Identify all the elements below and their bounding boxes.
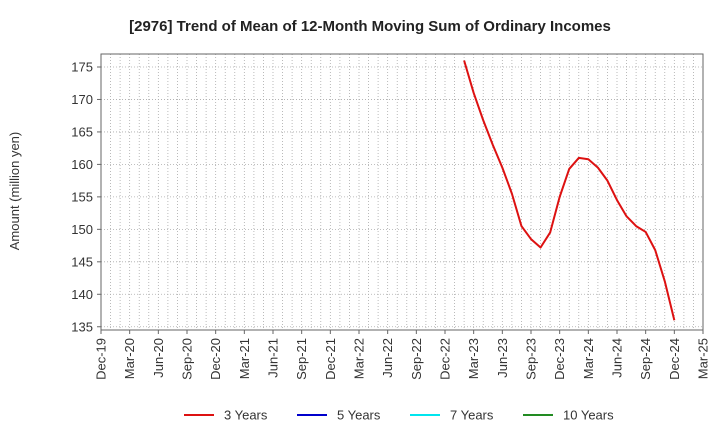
x-tick-label: Mar-20 bbox=[122, 338, 137, 379]
x-tick-label: Sep-20 bbox=[180, 338, 195, 380]
y-tick-label: 170 bbox=[71, 92, 93, 107]
y-tick-label: 145 bbox=[71, 254, 93, 269]
grid bbox=[101, 54, 703, 330]
x-tick-label: Mar-23 bbox=[466, 338, 481, 379]
x-tick-label: Sep-23 bbox=[524, 338, 539, 380]
legend-label-7-years: 7 Years bbox=[450, 408, 494, 423]
legend-label-10-years: 10 Years bbox=[563, 408, 614, 423]
x-tick-label: Dec-22 bbox=[438, 338, 453, 380]
y-tick-label: 140 bbox=[71, 287, 93, 302]
y-tick-label: 160 bbox=[71, 157, 93, 172]
x-tick-label: Mar-22 bbox=[352, 338, 367, 379]
x-tick-label: Sep-22 bbox=[409, 338, 424, 380]
x-tick-label: Dec-19 bbox=[94, 338, 109, 380]
y-axis-label: Amount (million yen) bbox=[7, 132, 22, 251]
x-tick-label: Dec-21 bbox=[323, 338, 338, 380]
x-tick-label: Jun-21 bbox=[266, 338, 281, 378]
x-tick-label: Sep-24 bbox=[638, 338, 653, 380]
x-tick-label: Dec-24 bbox=[667, 338, 682, 380]
x-tick-label: Mar-24 bbox=[581, 338, 596, 379]
x-tick-label: Mar-21 bbox=[237, 338, 252, 379]
legend-label-3-years: 3 Years bbox=[224, 408, 268, 423]
y-tick-label: 155 bbox=[71, 189, 93, 204]
x-tick-label: Dec-23 bbox=[552, 338, 567, 380]
x-axis: Dec-19 Mar-20 Jun-20 Sep-20 Dec-20 Mar-21 Jun-… bbox=[94, 330, 711, 380]
series-line-3-years bbox=[463, 60, 676, 321]
y-tick-label: 165 bbox=[71, 124, 93, 139]
x-tick-label: Jun-24 bbox=[610, 338, 625, 378]
y-axis: 135 140 145 150 155 160 165 170 175 bbox=[71, 59, 101, 334]
legend: 3 Years 5 Years 7 Years 10 Years bbox=[184, 408, 614, 423]
legend-label-5-years: 5 Years bbox=[337, 408, 381, 423]
y-tick-label: 175 bbox=[71, 59, 93, 74]
chart-title: [2976] Trend of Mean of 12-Month Moving … bbox=[129, 18, 611, 35]
x-tick-label: Mar-25 bbox=[696, 338, 711, 379]
x-tick-label: Sep-21 bbox=[294, 338, 309, 380]
plot-area-border bbox=[100, 53, 704, 331]
y-tick-label: 150 bbox=[71, 222, 93, 237]
x-tick-label: Jun-23 bbox=[495, 338, 510, 378]
y-tick-label: 135 bbox=[71, 319, 93, 334]
x-tick-label: Jun-22 bbox=[380, 338, 395, 378]
x-tick-label: Jun-20 bbox=[151, 338, 166, 378]
x-tick-label: Dec-20 bbox=[208, 338, 223, 380]
series-layer bbox=[463, 60, 676, 321]
